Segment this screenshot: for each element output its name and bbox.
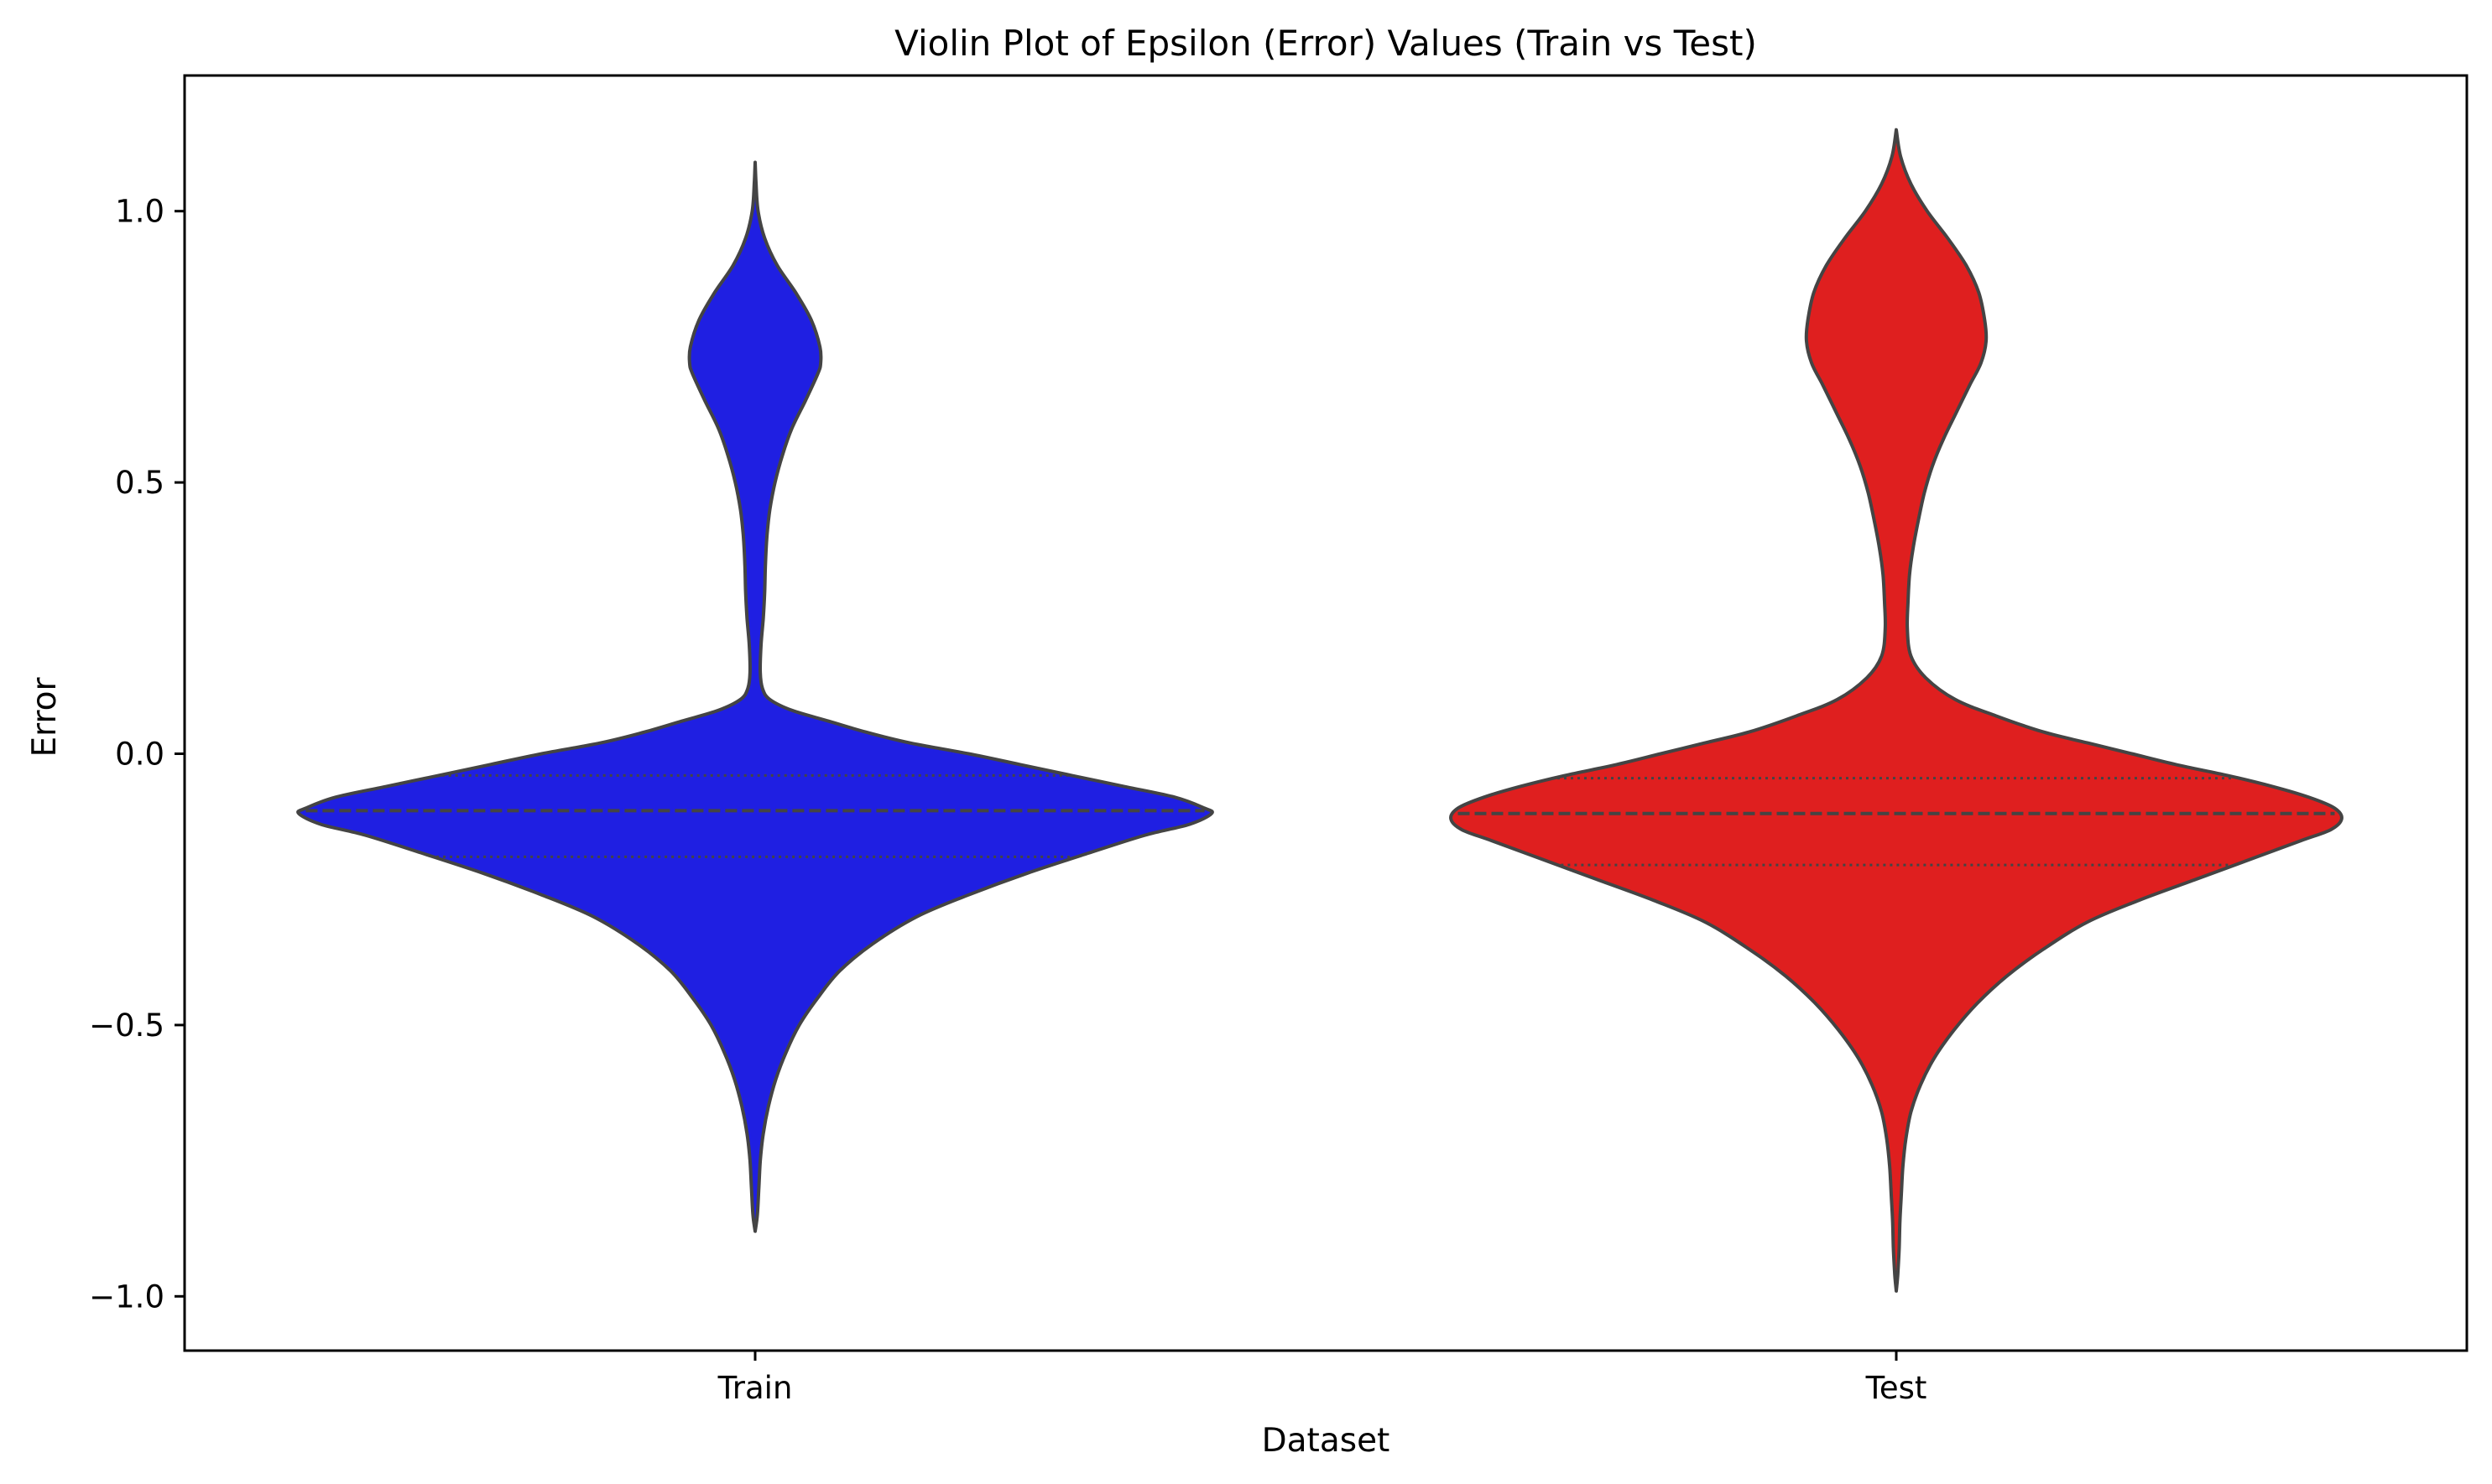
y-axis: 1.0 0.5 0.0 −0.5 −1.0 (89, 194, 185, 1315)
plot-frame (183, 74, 2469, 1352)
x-axis: Train Test (717, 1351, 1927, 1406)
violin-train (296, 160, 1214, 1233)
x-tick-label-train: Train (717, 1370, 793, 1406)
x-tick-label-test: Test (1865, 1370, 1927, 1406)
y-tick-label: −1.0 (89, 1278, 164, 1315)
violin-test (1449, 128, 2343, 1293)
violin-body-test (1449, 128, 2343, 1293)
y-tick-label: 1.0 (115, 194, 164, 230)
violins-layer (296, 128, 2343, 1293)
y-tick-label: 0.5 (115, 465, 164, 501)
x-axis-label: Dataset (1262, 1422, 1390, 1460)
chart-title: Violin Plot of Epsilon (Error) Values (T… (894, 23, 1757, 64)
y-tick-label: 0.0 (115, 737, 164, 773)
violin-body-train (296, 160, 1214, 1233)
y-axis-label: Error (26, 677, 64, 758)
y-tick-label: −0.5 (89, 1008, 164, 1044)
